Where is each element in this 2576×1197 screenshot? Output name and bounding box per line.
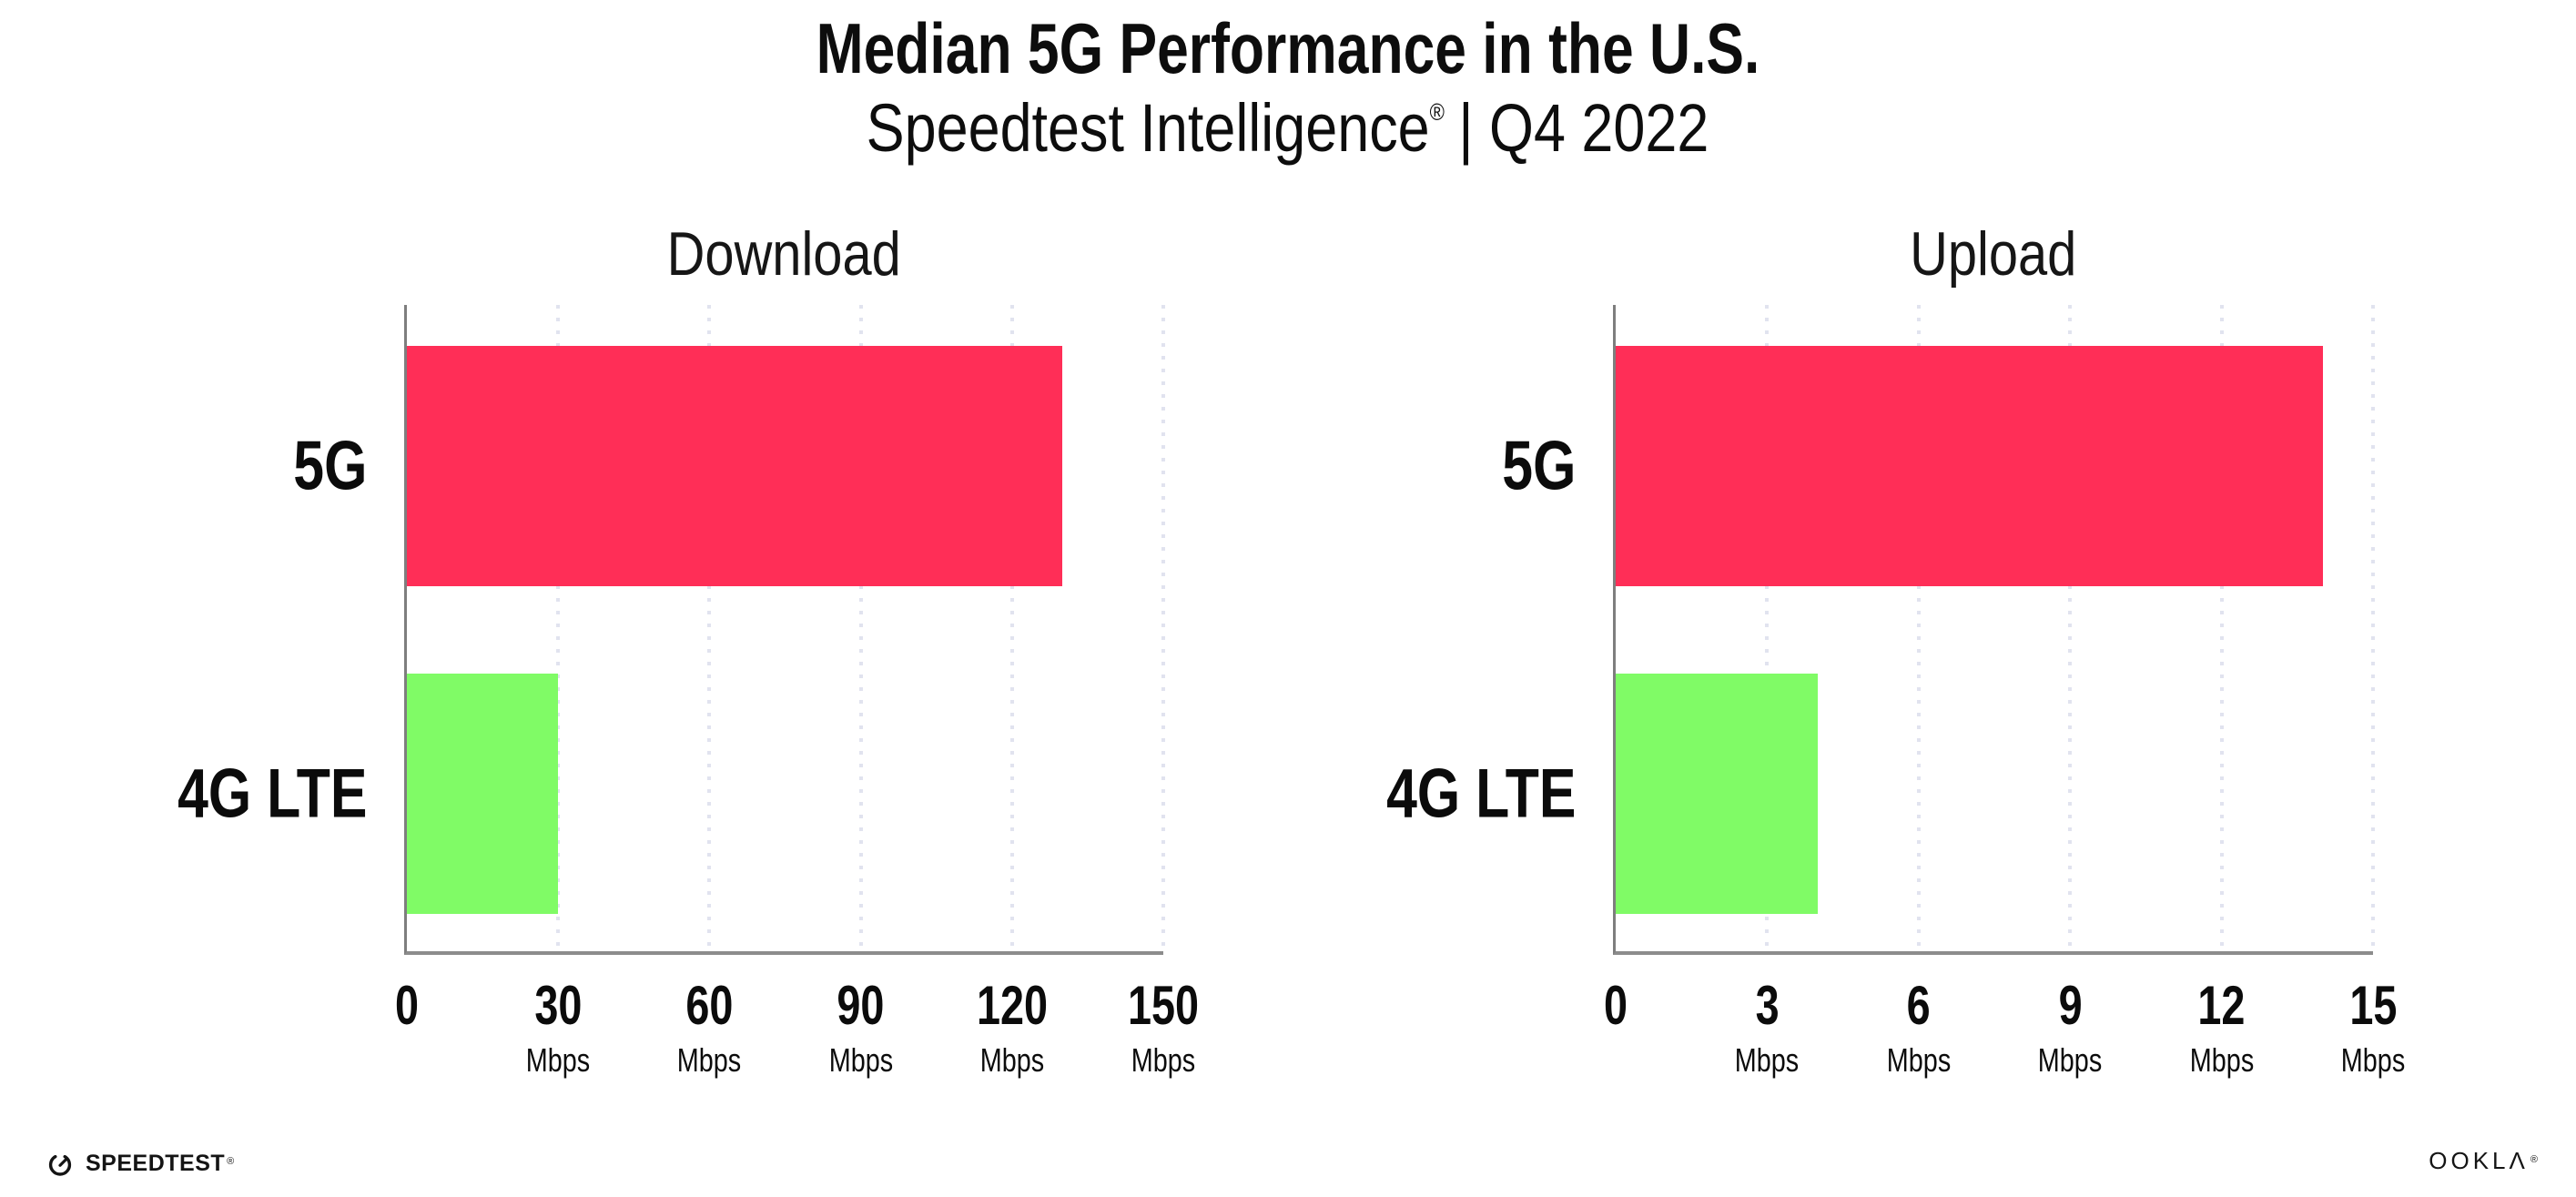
subtitle-period: | Q4 2022: [1458, 90, 1709, 166]
x-tick-value: 15: [2348, 975, 2398, 1036]
gridline-12: [2219, 305, 2224, 951]
subtitle-brand: Speedtest Intelligence: [867, 90, 1431, 166]
x-tick-value: 60: [685, 975, 734, 1036]
chart-title-upload-text: Upload: [1909, 219, 2077, 289]
gridline-9: [2068, 305, 2073, 951]
x-tick-unit: Mbps: [1131, 1041, 1196, 1079]
bar-4g-lte: [1616, 674, 1818, 914]
x-tick-12: 12 Mbps: [2182, 979, 2262, 1077]
page-title-text: Median 5G Performance in the U.S.: [816, 8, 1760, 88]
x-tick-0: 0: [391, 979, 421, 1033]
chart-upload: Upload 5G 4G LTE 0 3 Mbps 6 Mbps 9 Mbps 12 Mbps 15 M…: [1313, 218, 2406, 1092]
bar-5g: [407, 346, 1063, 586]
x-tick-15: 15 Mbps: [2333, 979, 2413, 1077]
x-tick-unit: Mbps: [1735, 1041, 1800, 1079]
gridline-6: [1916, 305, 1921, 951]
x-tick-6: 6 Mbps: [1879, 979, 1959, 1077]
category-label-4g-lte: 4G LTE: [130, 755, 367, 834]
gridline-3: [1765, 305, 1770, 951]
x-tick-150: 150 Mbps: [1118, 979, 1209, 1077]
gridline-90: [858, 305, 863, 951]
x-tick-value: 120: [976, 975, 1048, 1036]
bar-4g-lte: [407, 674, 559, 914]
x-tick-value: 0: [1603, 975, 1628, 1036]
speedtest-wordmark: SPEEDTEST ®: [86, 1151, 235, 1177]
x-tick-unit: Mbps: [2037, 1041, 2103, 1079]
page-title: Median 5G Performance in the U.S.: [0, 7, 2576, 90]
category-label-text: 5G: [1501, 427, 1576, 505]
category-label-4g-lte: 4G LTE: [1339, 755, 1576, 834]
gridline-30: [556, 305, 561, 951]
x-tick-value: 90: [837, 975, 885, 1036]
speedtest-registered-mark: ®: [227, 1156, 235, 1167]
speedtest-wordmark-text: SPEEDTEST: [86, 1151, 226, 1176]
x-tick-value: 3: [1755, 975, 1780, 1036]
x-tick-value: 0: [394, 975, 420, 1036]
chart-download: Download 5G 4G LTE 0 30 Mbps 60 Mbps 90 Mbps 120 M…: [104, 218, 1199, 1092]
x-tick-0: 0: [1600, 979, 1630, 1033]
x-tick-value: 150: [1127, 975, 1200, 1036]
x-tick-unit: Mbps: [2340, 1041, 2406, 1079]
chart-title-upload: Upload: [1613, 218, 2373, 305]
category-label-text: 4G LTE: [1385, 755, 1576, 833]
x-tick-3: 3 Mbps: [1727, 979, 1807, 1077]
page-subtitle: Speedtest Intelligence® | Q4 2022: [0, 89, 2576, 167]
download-plot-area: 5G 4G LTE 0 30 Mbps 60 Mbps 90 Mbps 120 Mbps 150 Mbp…: [177, 305, 1199, 1077]
page-subtitle-text: Speedtest Intelligence® | Q4 2022: [867, 89, 1709, 167]
x-tick-unit: Mbps: [979, 1041, 1045, 1079]
gridline-120: [1009, 305, 1014, 951]
chart-title-download: Download: [404, 218, 1163, 305]
chart-title-download-text: Download: [666, 219, 901, 289]
category-label-text: 4G LTE: [177, 755, 367, 833]
x-tick-60: 60 Mbps: [669, 979, 749, 1077]
x-tick-120: 120 Mbps: [967, 979, 1058, 1077]
x-tick-90: 90 Mbps: [821, 979, 901, 1077]
gridline-15: [2371, 305, 2375, 951]
x-tick-unit: Mbps: [1886, 1041, 1952, 1079]
x-tick-9: 9 Mbps: [2030, 979, 2110, 1077]
category-label-text: 5G: [292, 427, 367, 505]
x-tick-value: 6: [1906, 975, 1931, 1036]
x-tick-unit: Mbps: [828, 1041, 893, 1079]
speedtest-logo: SPEEDTEST ®: [47, 1151, 235, 1177]
x-tick-value: 9: [2058, 975, 2083, 1036]
x-tick-30: 30 Mbps: [518, 979, 598, 1077]
x-tick-value: 30: [534, 975, 583, 1036]
x-tick-value: 12: [2197, 975, 2246, 1036]
x-tick-unit: Mbps: [2189, 1041, 2254, 1079]
upload-plot-area: 5G 4G LTE 0 3 Mbps 6 Mbps 9 Mbps 12 Mbps 15 Mbps: [1386, 305, 2405, 1077]
speedtest-gauge-icon: [48, 1154, 72, 1176]
gridline-60: [707, 305, 712, 951]
category-label-5g: 5G: [1484, 427, 1576, 506]
x-tick-unit: Mbps: [525, 1041, 591, 1079]
ookla-logo: OOKLΛ ®: [2429, 1147, 2541, 1175]
registered-mark: ®: [1430, 98, 1445, 127]
gridline-150: [1161, 305, 1165, 951]
x-tick-unit: Mbps: [677, 1041, 742, 1079]
ookla-registered-mark: ®: [2530, 1154, 2541, 1165]
category-label-5g: 5G: [275, 427, 367, 506]
bar-5g: [1616, 346, 2323, 586]
ookla-wordmark-text: OOKLΛ: [2429, 1147, 2529, 1174]
